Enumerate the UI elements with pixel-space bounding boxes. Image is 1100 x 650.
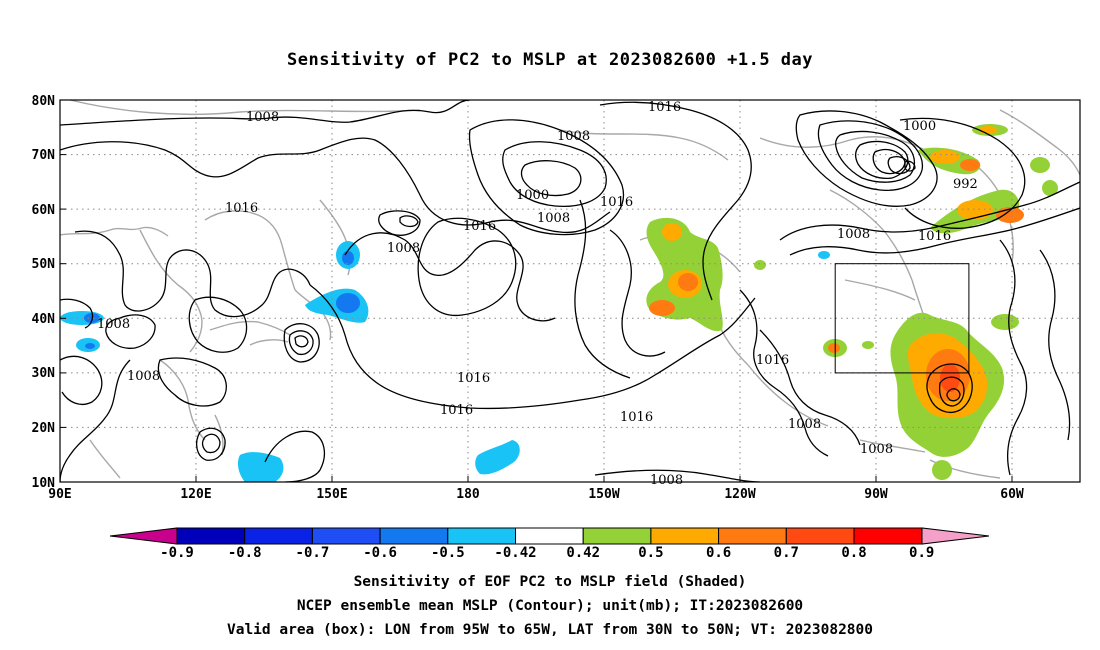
- valid-area-box: [834, 263, 970, 374]
- lon-label: 120W: [724, 487, 755, 502]
- lon-label: 90W: [864, 487, 888, 502]
- map-title: Sensitivity of PC2 to MSLP at 2023082600…: [286, 50, 813, 70]
- colorbar-label: 0.8: [841, 545, 866, 561]
- lon-label: 90E: [48, 487, 71, 502]
- map-frame: [59, 99, 1081, 483]
- contour-label: 1016: [457, 371, 490, 386]
- contour-label: 1016: [756, 353, 789, 368]
- contour-label: 1016: [463, 219, 496, 234]
- colorbar-swatch: [650, 527, 720, 545]
- colorbar-label: -0.6: [363, 545, 397, 561]
- colorbar-label: 0.6: [706, 545, 731, 561]
- contour-labels: 1008 1016 1008 1000 1008 1016 1016 1008 …: [97, 100, 978, 488]
- caption-line-3: Valid area (box): LON from 95W to 65W, L…: [226, 622, 873, 638]
- lat-label: 10N: [32, 476, 56, 491]
- lat-label: 70N: [32, 148, 56, 163]
- colorbar-swatch: [176, 527, 246, 545]
- colorbar-swatch: [447, 527, 516, 545]
- lat-label: 40N: [32, 312, 56, 327]
- contour-label: 1008: [860, 442, 893, 457]
- lon-label: 150E: [316, 487, 347, 502]
- colorbar-label: 0.5: [638, 545, 663, 561]
- contour-label: 1016: [440, 403, 473, 418]
- colorbar-low-extend: [109, 527, 178, 545]
- colorbar-swatch: [244, 527, 313, 545]
- contour-label: 1008: [788, 417, 821, 432]
- colorbar: -0.9 -0.8 -0.7 -0.6 -0.5 -0.42 0.42 0.5 0.6 0.7 0.…: [109, 527, 990, 561]
- colorbar-swatch: [311, 527, 381, 545]
- contour-label: 1000: [516, 188, 549, 203]
- colorbar-swatch: [718, 527, 787, 545]
- colorbar-label: 0.42: [566, 545, 600, 561]
- lon-label: 60W: [1000, 487, 1024, 502]
- contour-label: 1016: [620, 410, 653, 425]
- colorbar-label: -0.42: [494, 545, 536, 561]
- colorbar-label: -0.7: [296, 545, 330, 561]
- contour-label: 1016: [225, 201, 258, 216]
- map-plot-area: [60, 100, 1080, 482]
- caption-line-1: Sensitivity of EOF PC2 to MSLP field (Sh…: [353, 574, 747, 590]
- contour-label: 1008: [837, 227, 870, 242]
- colorbar-label: -0.5: [431, 545, 465, 561]
- contour-label: 992: [953, 177, 978, 192]
- lon-label: 180: [456, 487, 480, 502]
- longitude-labels: 90E 120E 150E 180 150W 120W 90W 60W: [48, 487, 1024, 502]
- contour-label: 1016: [648, 100, 681, 115]
- axis-ticks: [60, 99, 1013, 483]
- contour-label: 1016: [918, 229, 951, 244]
- colorbar-label: 0.7: [774, 545, 799, 561]
- mslp-contours: [60, 100, 1080, 482]
- contour-label: 1008: [387, 241, 420, 256]
- caption-line-2: NCEP ensemble mean MSLP (Contour); unit(…: [296, 598, 804, 614]
- contour-label: 1008: [127, 369, 160, 384]
- lat-label: 80N: [32, 94, 56, 109]
- contour-label: 1016: [600, 195, 633, 210]
- colorbar-high-extend: [921, 527, 990, 545]
- colorbar-swatch: [515, 527, 584, 545]
- colorbar-swatch: [785, 527, 855, 545]
- coastlines: [60, 100, 1080, 479]
- colorbar-label: -0.8: [228, 545, 262, 561]
- contour-label: 1008: [557, 129, 590, 144]
- contour-label: 1008: [537, 211, 570, 226]
- lon-label: 120E: [180, 487, 211, 502]
- contour-label: 1008: [650, 473, 683, 488]
- colorbar-swatch: [582, 527, 652, 545]
- lat-label: 30N: [32, 366, 56, 381]
- contour-label: 1008: [246, 110, 279, 125]
- contour-label: 1000: [903, 119, 936, 134]
- colorbar-swatch: [379, 527, 449, 545]
- colorbar-label: 0.9: [909, 545, 934, 561]
- colorbar-label: -0.9: [160, 545, 194, 561]
- latitude-labels: 80N 70N 60N 50N 40N 30N 20N 10N: [32, 94, 56, 491]
- colorbar-swatch: [853, 527, 923, 545]
- lat-label: 60N: [32, 203, 56, 218]
- lat-label: 20N: [32, 421, 56, 436]
- lon-label: 150W: [588, 487, 619, 502]
- lat-label: 50N: [32, 257, 56, 272]
- contour-label: 1008: [97, 317, 130, 332]
